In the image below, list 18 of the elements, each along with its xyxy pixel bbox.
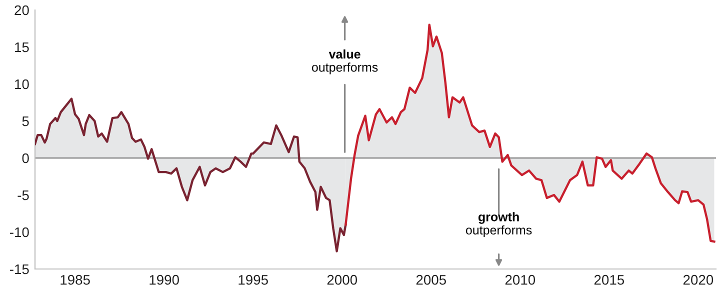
x-tick-label: 1990 xyxy=(150,274,179,285)
x-tick-label: 2010 xyxy=(505,274,536,285)
y-tick-label: 0 xyxy=(22,153,29,164)
y-tick-label: 15 xyxy=(15,42,29,52)
x-tick-label: 2020 xyxy=(683,274,714,285)
y-tick-label: 20 xyxy=(14,5,29,16)
x-tick-label: 1985 xyxy=(60,274,90,285)
y-tick-label: -15 xyxy=(10,264,29,274)
y-tick-label: -5 xyxy=(18,190,29,200)
x-tick-label: 2005 xyxy=(416,274,446,285)
x-tick-label: 2015 xyxy=(594,274,624,285)
x-tick-label: 1995 xyxy=(238,274,268,285)
annotation: value outperforms xyxy=(312,49,378,74)
y-tick-label: 5 xyxy=(22,116,29,126)
x-tick-label: 2000 xyxy=(327,274,358,285)
annotation: growth outperforms xyxy=(466,212,532,237)
y-tick-label: 10 xyxy=(15,79,29,90)
y-tick-label: -10 xyxy=(10,227,29,238)
